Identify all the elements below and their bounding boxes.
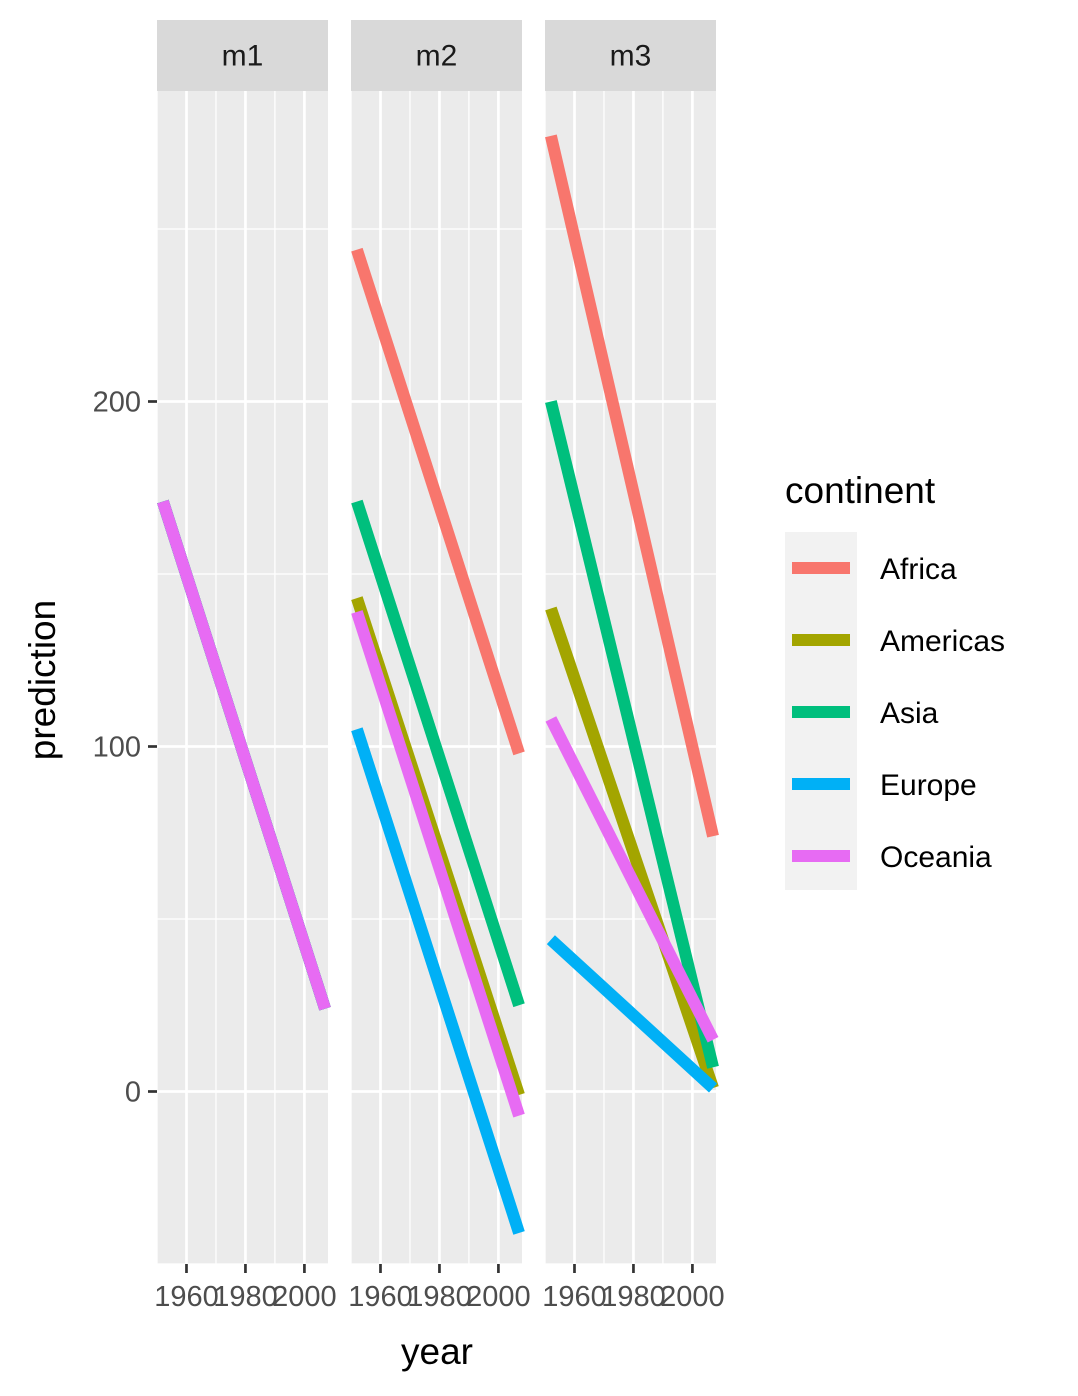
facet-panels: m1196019802000m2196019802000m31960198020… (154, 20, 725, 1313)
facet-strip-label: m1 (222, 40, 264, 73)
x-tick-label: 1980 (601, 1281, 666, 1313)
legend-item-europe: Europe (792, 769, 977, 802)
series-line-asia (351, 499, 525, 1008)
legend-label: Europe (880, 769, 977, 802)
legend-label: Oceania (880, 841, 992, 874)
series-line-americas (545, 606, 719, 1090)
x-tick-label: 2000 (660, 1281, 725, 1313)
series-line-africa (545, 134, 719, 838)
series-line-africa (351, 247, 525, 756)
y-axis: 0 100 200 (93, 387, 157, 1109)
legend-item-asia: Asia (792, 697, 939, 730)
facet-strip (545, 20, 716, 91)
y-axis-title: prediction (22, 600, 63, 760)
legend-item-americas: Americas (792, 625, 1005, 658)
y-tick-label: 0 (125, 1077, 141, 1109)
legend-items: Africa Americas Asia Europe Oceania (792, 553, 1005, 874)
legend-item-africa: Africa (792, 553, 957, 586)
series-line-asia (545, 400, 719, 1069)
legend-label: Americas (880, 625, 1005, 658)
x-tick-label: 1960 (542, 1281, 607, 1313)
facet-strip-label: m3 (610, 40, 652, 73)
legend: continent Africa Americas Asia Europe Oceani… (785, 470, 1005, 890)
series-line-oceania (545, 716, 719, 1043)
y-tick-label: 100 (93, 732, 141, 764)
facet-strip (351, 20, 522, 91)
legend-label: Africa (880, 553, 957, 586)
x-tick-label: 1960 (154, 1281, 219, 1313)
series-line-oceania (351, 610, 525, 1118)
legend-item-oceania: Oceania (792, 841, 992, 874)
legend-label: Asia (880, 697, 939, 730)
series-line-europe (546, 935, 718, 1093)
series-line-europe (351, 727, 525, 1235)
facet-strip (157, 20, 328, 91)
y-tick-label: 200 (93, 387, 141, 419)
facet-strip-label: m2 (416, 40, 458, 73)
x-tick-label: 1980 (407, 1281, 472, 1313)
x-tick-label: 2000 (272, 1281, 337, 1313)
x-tick-label: 2000 (466, 1281, 531, 1313)
x-axis-title: year (401, 1331, 473, 1372)
series-line-oceania (157, 499, 331, 1011)
x-tick-label: 1960 (348, 1281, 413, 1313)
panel-background (157, 91, 328, 1264)
legend-title: continent (785, 470, 936, 511)
x-tick-label: 1980 (213, 1281, 278, 1313)
